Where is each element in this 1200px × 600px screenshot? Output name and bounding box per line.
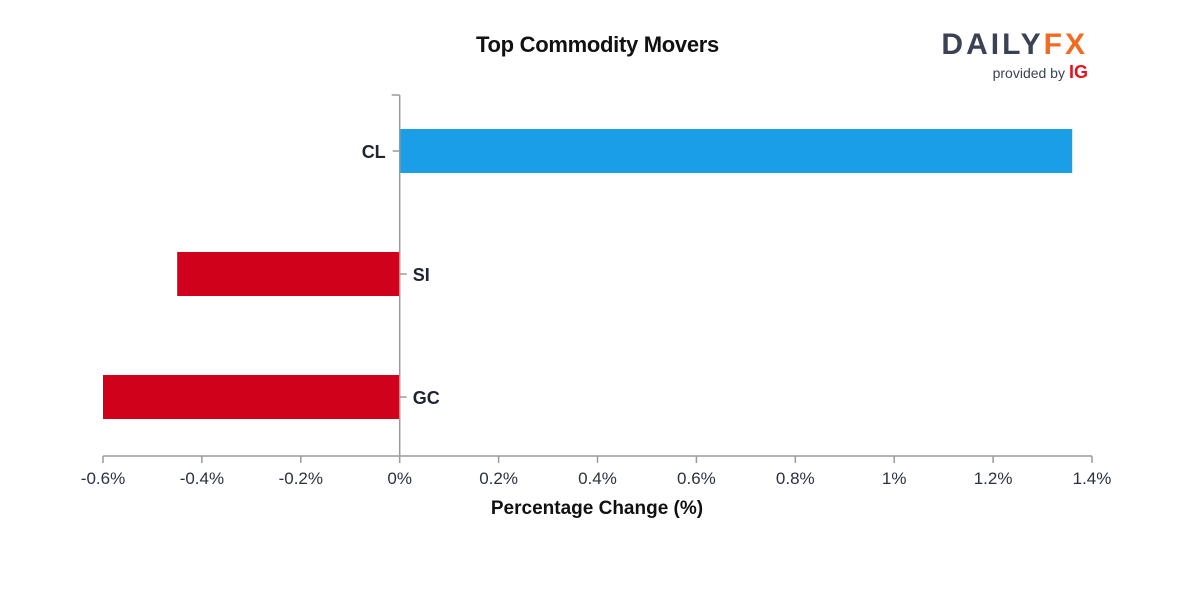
category-label-si: SI: [413, 265, 430, 285]
x-tick-label: 0.8%: [776, 469, 815, 488]
bar-si: [177, 252, 400, 296]
x-tick-label: 0%: [387, 469, 412, 488]
chart-title: Top Commodity Movers: [476, 32, 719, 57]
x-tick-label: 1%: [882, 469, 907, 488]
brand-provided-by: provided by IG: [918, 62, 1088, 83]
brand-word-main: DAILY: [941, 28, 1044, 61]
category-label-gc: GC: [413, 388, 440, 408]
x-tick-label: 1.4%: [1073, 469, 1112, 488]
x-tick-label: 0.6%: [677, 469, 716, 488]
brand-wordmark: DAILYFX: [918, 28, 1088, 62]
x-tick-label: -0.4%: [180, 469, 224, 488]
dailyfx-logo: DAILYFX provided by IG: [918, 28, 1088, 83]
labels-group: CL SI GC -0.6% -0.4% -0.2% 0% 0.2% 0.4% 0.6% 0.8% 1…: [81, 142, 1112, 488]
x-tick-label: -0.2%: [279, 469, 323, 488]
x-axis-title: Percentage Change (%): [491, 498, 703, 519]
provided-by-text: provided by: [992, 65, 1065, 81]
bar-cl: [399, 129, 1073, 173]
bar-gc: [103, 375, 400, 419]
x-tick-label: -0.6%: [81, 469, 125, 488]
brand-word-accent: FX: [1043, 28, 1088, 61]
x-tick-label: 1.2%: [974, 469, 1013, 488]
bars-group: [103, 129, 1073, 419]
x-tick-label: 0.2%: [479, 469, 518, 488]
category-label-cl: CL: [362, 142, 386, 162]
x-tick-label: 0.4%: [578, 469, 617, 488]
ig-logo: IG: [1068, 62, 1088, 82]
axes-group: [102, 94, 1093, 463]
